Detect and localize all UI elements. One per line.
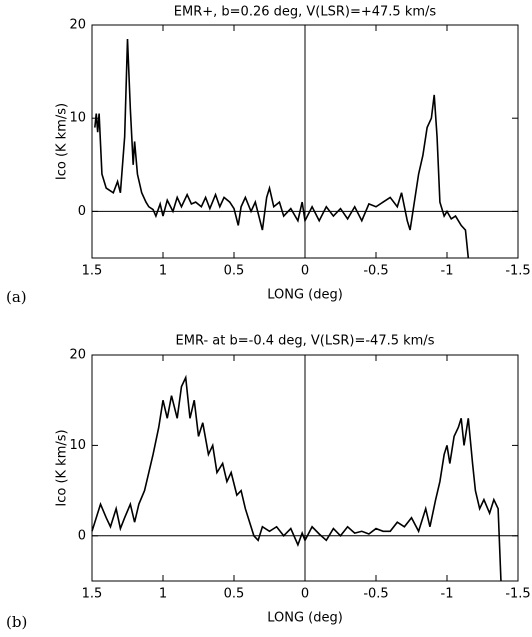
x-tick-label: 0 [301,264,309,279]
y-tick-label: 0 [78,528,86,543]
plot-frame [91,24,519,259]
chart-title: EMR+, b=0.26 deg, V(LSR)=+47.5 km/s [174,5,437,20]
x-tick-label: -0.5 [363,587,388,602]
x-tick-label: 1 [159,587,167,602]
x-axis-label: LONG (deg) [267,288,343,303]
x-tick-label: -1 [441,264,454,279]
x-tick-label: 1 [159,264,167,279]
x-tick-label: 1.5 [82,264,103,279]
y-axis-label: Ico (K km/s) [55,103,70,180]
x-tick-label: -1.5 [505,264,530,279]
chart-title: EMR- at b=-0.4 deg, V(LSR)=-47.5 km/s [176,334,435,349]
y-axis-label: Ico (K km/s) [55,429,70,506]
y-tick-label: 0 [78,204,86,219]
y-tick-label: 10 [69,438,86,453]
data-line [91,374,502,582]
x-tick-label: -0.5 [363,264,388,279]
x-tick-label: 0.5 [224,264,245,279]
plot-frame [91,354,519,582]
y-tick-label: 20 [69,18,86,33]
panel-label: (b) [6,613,27,631]
x-tick-label: -1 [441,587,454,602]
x-tick-label: 1.5 [82,587,103,602]
x-tick-label: 0 [301,587,309,602]
data-line [94,38,470,259]
y-tick-label: 20 [69,348,86,363]
x-tick-label: 0.5 [224,587,245,602]
panel-label: (a) [6,288,27,306]
x-tick-label: -1.5 [505,587,530,602]
x-axis-label: LONG (deg) [267,611,343,626]
y-tick-label: 10 [69,111,86,126]
